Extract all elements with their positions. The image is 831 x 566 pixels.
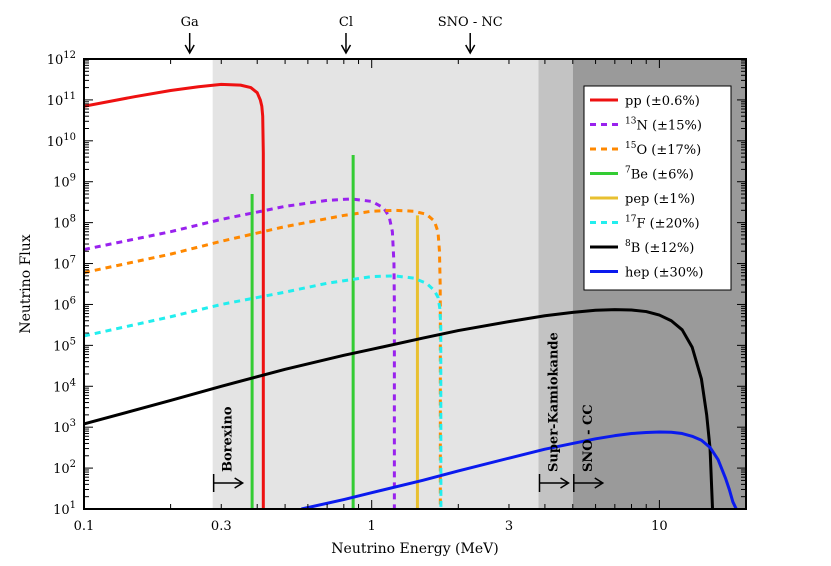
flux-series (84, 82, 738, 509)
detector-arrow-head (560, 477, 570, 489)
series-8b-curve (84, 308, 715, 509)
legend-item-8b: 8B (±12%) (590, 239, 694, 256)
detector-borexino: Borexino (212, 406, 245, 492)
y-tick-label: 1010 (47, 132, 76, 150)
threshold-sno-nc: SNO - NC (438, 15, 503, 55)
x-tick-label: 10 (651, 519, 668, 534)
legend-label: 8B (±12%) (625, 239, 694, 256)
detector-arrow-head (594, 477, 605, 489)
threshold-label: SNO - NC (438, 15, 503, 30)
legend-item-13n: 13N (±15%) (590, 117, 702, 134)
legend-item-7be: 7Be (±6%) (590, 166, 694, 183)
threshold-cl: Cl (339, 15, 353, 55)
legend-label: 15O (±17%) (625, 141, 701, 158)
y-tick-label: 108 (53, 214, 76, 232)
detector-super-kamiokande: Super-Kamiokande (538, 332, 570, 492)
legend-label: 17F (±20%) (625, 215, 700, 232)
legend-label: pep (±1%) (625, 192, 695, 207)
y-tick-label: 104 (53, 377, 76, 395)
x-tick-label: 3 (505, 519, 513, 534)
y-tick-label: 109 (53, 173, 76, 191)
x-tick-label: 0.1 (74, 519, 95, 534)
legend-item-pp: pp (±0.6%) (590, 94, 700, 109)
y-tick-label: 1012 (47, 50, 76, 68)
threshold-markers: Ga Cl SNO - NC (181, 15, 503, 55)
x-axis-title: Neutrino Energy (MeV) (331, 541, 498, 557)
threshold-ga: Ga (181, 15, 199, 55)
y-tick-label: 102 (53, 459, 76, 477)
x-tick-label: 0.3 (211, 519, 232, 534)
region-borexino (212, 59, 539, 509)
threshold-label: Cl (339, 15, 353, 30)
legend-item-15o: 15O (±17%) (590, 141, 701, 158)
legend-item-pep: pep (±1%) (590, 192, 695, 207)
series-13n-curve (84, 197, 396, 509)
legend-label: pp (±0.6%) (625, 94, 700, 109)
y-tick-label: 106 (53, 295, 76, 313)
y-tick-label: 103 (53, 418, 76, 436)
x-tick-label: 1 (368, 519, 376, 534)
region-super-kamiokande (538, 59, 573, 509)
axis-ticks: 0.1 0.3 1 3 10 101 102 103 104 105 106 107 108 109 101… (47, 50, 747, 534)
legend-box (583, 85, 732, 291)
series-pp-curve (84, 82, 265, 509)
detector-sno-cc: SNO - CC (573, 404, 605, 492)
detector-label: SNO - CC (581, 404, 596, 472)
legend-label: 7Be (±6%) (625, 166, 694, 183)
legend: pp (±0.6%) 13N (±15%) 15O (±17%) 7Be (±6%) p… (583, 85, 732, 291)
y-tick-label: 105 (53, 336, 76, 354)
threshold-arrow-head (465, 44, 476, 55)
threshold-label: Ga (181, 15, 199, 30)
detector-label: Borexino (221, 406, 236, 472)
legend-label: hep (±30%) (625, 266, 703, 281)
legend-label: 13N (±15%) (625, 117, 702, 134)
detector-arrow-head (234, 477, 245, 489)
threshold-arrow-head (184, 44, 195, 55)
series-hep-curve (301, 430, 738, 509)
detector-label: Super-Kamiokande (546, 332, 561, 472)
y-tick-label: 107 (53, 255, 76, 273)
detector-labels: Borexino Super-Kamiokande SNO - CC (212, 332, 605, 492)
plot-frame (83, 58, 747, 510)
threshold-arrow-head (340, 44, 352, 55)
y-axis-title: Neutrino Flux (18, 234, 34, 333)
legend-item-17f: 17F (±20%) (590, 215, 700, 232)
y-tick-label: 101 (53, 500, 76, 518)
legend-item-hep: hep (±30%) (590, 266, 703, 281)
series-17f-curve (84, 274, 443, 509)
y-tick-label: 1011 (47, 91, 76, 109)
